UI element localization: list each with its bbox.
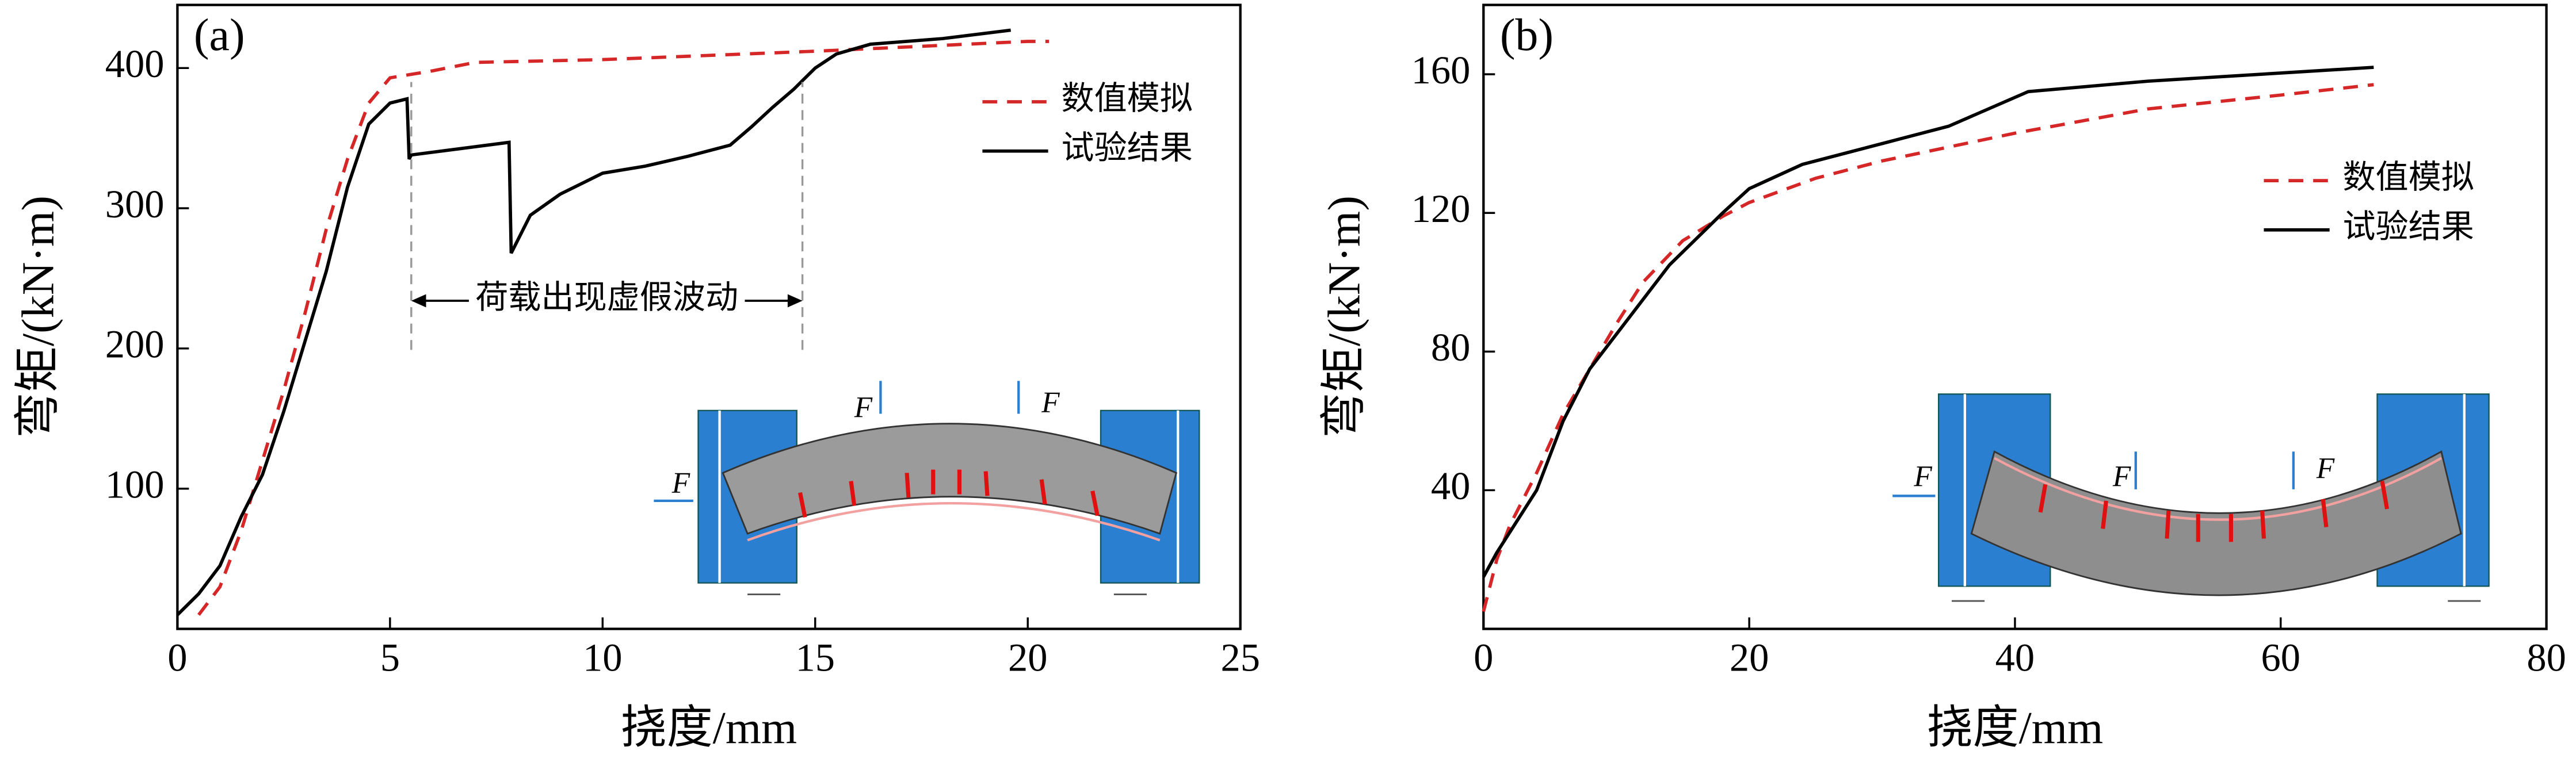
- y-tick-label: 200: [105, 323, 165, 366]
- chart-title: (b): [1500, 10, 1554, 60]
- inset-diagram: [654, 381, 1200, 596]
- y-axis-label: 弯矩/(kN·m): [13, 196, 64, 438]
- y-tick-label: 160: [1411, 48, 1471, 92]
- force-label: F: [1913, 461, 1932, 493]
- x-axis-label: 挠度/mm: [1927, 703, 2103, 753]
- x-tick-label: 25: [1220, 635, 1260, 679]
- force-label: F: [854, 392, 873, 424]
- y-axis-label: 弯矩/(kN·m): [1319, 196, 1369, 438]
- legend-label: 数值模拟: [2343, 159, 2474, 196]
- data-line: [1482, 66, 2374, 578]
- x-tick-label: 40: [1995, 635, 2035, 679]
- plot-frame: [1482, 3, 2548, 630]
- y-tick-label: 80: [1431, 325, 1471, 369]
- force-label: F: [1041, 386, 1060, 419]
- arrow-head: [787, 294, 803, 308]
- x-axis-label: 挠度/mm: [621, 703, 797, 753]
- legend-label: 试验结果: [1061, 130, 1192, 166]
- y-tick-label: 40: [1431, 464, 1471, 508]
- chart-title: (a): [194, 10, 245, 60]
- x-tick-label: 10: [583, 635, 623, 679]
- data-line: [176, 28, 1012, 616]
- legend-label: 数值模拟: [1061, 81, 1192, 117]
- x-tick-label: 15: [796, 635, 835, 679]
- legend-label: 试验结果: [2343, 209, 2474, 245]
- chart: 0 5 10 15 20 25 100 200 300 400 (a) 挠度/mm 弯矩/(kN·m) 数…: [13, 3, 1260, 753]
- arrow-head: [411, 294, 426, 308]
- y-tick-label: 300: [105, 182, 165, 226]
- annotation-text: 荷载出现虚假波动: [475, 279, 738, 316]
- x-tick-label: 60: [2261, 635, 2301, 679]
- force-label: F: [2316, 452, 2335, 485]
- chart: 0 20 40 60 80 40 80 120 160 (b) 挠度/mm 弯矩/(kN·m) 数值模拟…: [1319, 3, 2566, 753]
- x-tick-label: 20: [1008, 635, 1048, 679]
- data-line: [1482, 83, 2374, 612]
- y-tick-label: 120: [1411, 187, 1471, 231]
- data-line: [197, 40, 1050, 616]
- x-tick-label: 80: [2527, 635, 2566, 679]
- force-label: F: [671, 467, 690, 500]
- y-tick-label: 400: [105, 42, 165, 86]
- x-tick-label: 20: [1730, 635, 1769, 679]
- y-tick-label: 100: [105, 462, 165, 506]
- plot-frame: [176, 3, 1242, 630]
- x-tick-label: 5: [380, 635, 400, 679]
- force-label: F: [2112, 461, 2131, 493]
- x-tick-label: 0: [167, 635, 187, 679]
- inset-diagram: [1892, 393, 2490, 602]
- x-tick-label: 0: [1474, 635, 1493, 679]
